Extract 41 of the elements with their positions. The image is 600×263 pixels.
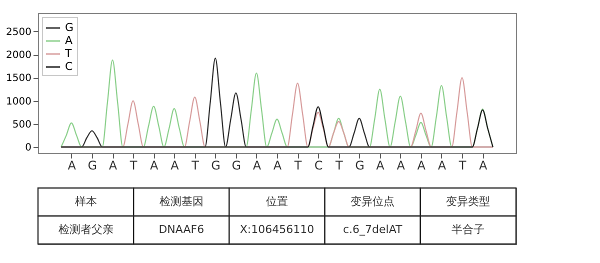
x-tick-label: T bbox=[293, 158, 302, 172]
x-tick-label: C bbox=[314, 158, 323, 172]
text: 检测基因 bbox=[159, 195, 204, 208]
x-tick-label: T bbox=[458, 158, 467, 172]
legend-label: G bbox=[65, 21, 74, 34]
y-tick-label: 0 bbox=[25, 142, 32, 154]
legend-label: C bbox=[65, 60, 73, 73]
text: X:106456110 bbox=[240, 223, 314, 236]
x-tick-label: T bbox=[190, 158, 200, 172]
x-tick-label: A bbox=[170, 158, 180, 172]
x-tick-label: G bbox=[232, 158, 242, 172]
x-tick-label: T bbox=[334, 158, 344, 172]
text: 样本 bbox=[74, 195, 97, 208]
x-tick-label: A bbox=[150, 158, 160, 172]
text: 变异位点 bbox=[350, 195, 395, 208]
x-tick-label: A bbox=[252, 158, 262, 172]
x-tick-label: A bbox=[376, 158, 386, 172]
legend-label: A bbox=[65, 34, 73, 47]
text: 检测者父亲 bbox=[58, 223, 114, 236]
x-tick-label: G bbox=[88, 158, 98, 172]
text: 位置 bbox=[266, 195, 288, 208]
x-tick-label: A bbox=[68, 158, 77, 172]
x-tick-label: A bbox=[438, 158, 447, 172]
y-tick-label: 500 bbox=[12, 119, 32, 130]
y-tick-label: 1500 bbox=[6, 73, 32, 84]
legend-label: T bbox=[64, 47, 72, 60]
y-tick-label: 1000 bbox=[6, 96, 32, 108]
x-tick-label: A bbox=[273, 158, 282, 172]
x-tick-label: A bbox=[417, 158, 426, 172]
y-tick-label: 2000 bbox=[6, 50, 32, 62]
x-tick-label: A bbox=[396, 158, 406, 172]
text: 变异类型 bbox=[446, 195, 490, 208]
text: 半合子 bbox=[452, 223, 485, 236]
x-tick-label: G bbox=[211, 158, 220, 172]
x-tick-label: A bbox=[478, 158, 488, 172]
y-tick-label: 2500 bbox=[6, 26, 32, 38]
x-tick-label: A bbox=[108, 158, 118, 172]
x-tick-label: G bbox=[355, 158, 364, 172]
text: c.6_7delAT bbox=[342, 223, 402, 236]
x-tick-label: T bbox=[128, 158, 138, 172]
text: DNAAF6 bbox=[158, 223, 204, 236]
